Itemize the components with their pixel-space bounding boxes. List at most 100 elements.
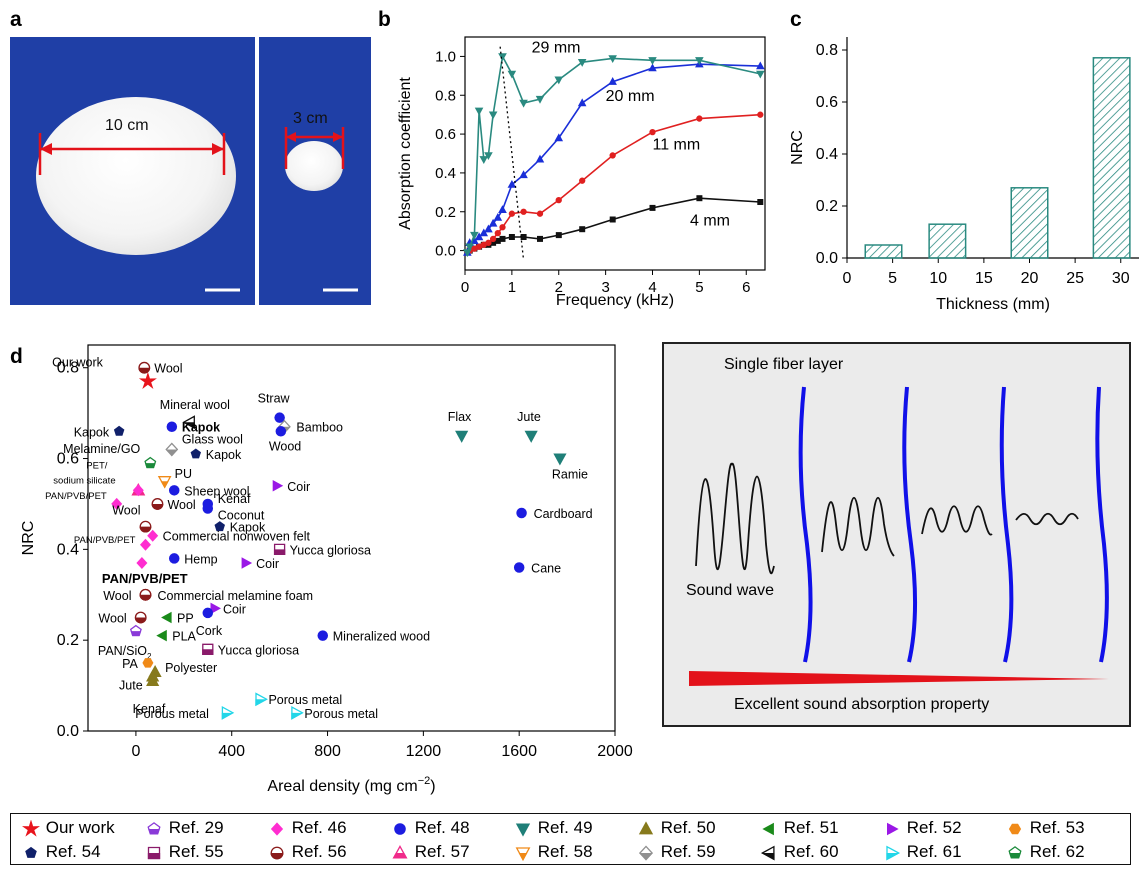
point-label: Cork xyxy=(196,624,223,638)
point-label: PA xyxy=(122,657,138,671)
scatter-point xyxy=(113,425,125,436)
point-label: Wool xyxy=(167,498,195,512)
large-sample-disk xyxy=(36,97,236,255)
plot-frame xyxy=(87,344,616,732)
point-label: Ramie xyxy=(552,468,588,482)
data-point xyxy=(498,53,507,62)
point-label: Wood xyxy=(269,439,301,453)
scatter-point xyxy=(161,611,172,624)
scatter-point xyxy=(134,611,147,624)
data-point xyxy=(649,128,656,136)
data-point xyxy=(488,111,498,120)
data-point xyxy=(499,224,506,231)
fiber-line-1 xyxy=(798,386,813,663)
data-point xyxy=(554,133,564,142)
data-point xyxy=(479,228,489,237)
series-annotation: 29 mm xyxy=(532,40,581,57)
legend-label: Ref. 57 xyxy=(410,842,470,861)
point-label: sodium silicate xyxy=(53,475,115,486)
point-label: PAN/PVB/PET xyxy=(102,571,188,586)
series-annotation: 4 mm xyxy=(690,212,730,229)
legend-label: Ref. 61 xyxy=(902,842,962,861)
point-label: Commercial nonwoven felt xyxy=(163,530,311,544)
x-tick-label: 1600 xyxy=(501,743,537,760)
y-axis-label: NRC xyxy=(789,130,806,165)
large-sample-photo: 10 cm xyxy=(10,37,255,305)
triangle-down-marker-icon xyxy=(515,823,531,837)
legend-item-r60: Ref. 60 xyxy=(759,842,839,862)
scatter-point xyxy=(202,503,214,514)
data-point xyxy=(499,235,506,242)
data-point xyxy=(494,237,501,244)
point-label: Our work xyxy=(52,355,103,369)
y-tick-label: 0.4 xyxy=(816,146,838,163)
point-label: Coconut xyxy=(218,508,265,522)
point-label: Mineralized wood xyxy=(333,630,430,644)
small-sample-disk xyxy=(285,141,343,191)
point-label: Jute xyxy=(517,410,541,424)
data-point xyxy=(498,205,507,213)
scatter-point xyxy=(255,692,268,707)
data-point xyxy=(484,152,493,161)
data-point xyxy=(519,99,528,108)
point-label: PET/ xyxy=(86,460,107,471)
data-point xyxy=(696,115,703,122)
data-point xyxy=(508,210,516,217)
data-point xyxy=(474,107,484,116)
triangle-up-marker-icon xyxy=(638,820,654,834)
legend-item-our: Our work xyxy=(21,818,115,838)
legend-item-r58: Ref. 58 xyxy=(513,842,593,862)
point-label: Sheep wool xyxy=(184,484,249,498)
x-tick-label: 800 xyxy=(314,743,341,760)
sound-wave-medium xyxy=(821,497,895,557)
point-label: Kapok xyxy=(74,425,110,439)
legend-label: Ref. 55 xyxy=(164,842,224,861)
scatter-point xyxy=(273,543,286,556)
point-label: Flax xyxy=(448,410,472,424)
point-label: Jute xyxy=(119,679,143,693)
fiber-line-4 xyxy=(1095,386,1109,663)
series-annotation: 11 mm xyxy=(653,137,701,154)
data-point xyxy=(519,170,528,179)
square-half-marker-icon xyxy=(147,846,161,859)
scatter-point xyxy=(139,520,152,533)
scatter-point xyxy=(129,624,142,637)
panel-letter-b: b xyxy=(378,8,391,31)
legend-item-r57: Ref. 57 xyxy=(390,842,470,862)
scatter-point xyxy=(144,456,157,469)
sound-wave-label: Sound wave xyxy=(686,582,775,599)
point-label: Kapok xyxy=(182,421,220,435)
y-tick-label: 0.0 xyxy=(57,723,79,740)
scatter-point xyxy=(275,426,287,437)
data-point xyxy=(608,55,617,64)
legend-label: Ref. 52 xyxy=(902,818,962,837)
scatter-point xyxy=(274,412,285,423)
schematic-title: Single fiber layer xyxy=(724,356,844,373)
triangle-right-half-marker-icon xyxy=(886,845,900,860)
scatter-point xyxy=(553,453,567,466)
point-label: Yucca gloriosa xyxy=(290,543,371,557)
x-tick-label: 1200 xyxy=(406,743,442,760)
hexagon-marker-icon xyxy=(1008,823,1022,834)
data-point xyxy=(520,208,527,215)
scatter-point xyxy=(202,607,214,619)
legend-label: Ref. 48 xyxy=(410,818,470,837)
x-tick-label: 6 xyxy=(742,279,750,296)
absorption-property-label: Excellent sound absorption property xyxy=(734,696,990,713)
point-label: Wool xyxy=(154,362,182,376)
point-label: Kapok xyxy=(206,448,242,462)
data-point xyxy=(494,229,501,237)
data-point xyxy=(520,234,527,240)
point-label: Wool xyxy=(98,611,126,625)
legend-label: Ref. 50 xyxy=(656,818,716,837)
reference-legend: Our work Ref. 29 Ref. 46 Ref. 48 Ref. 49… xyxy=(10,813,1131,865)
x-axis-label: Thickness (mm) xyxy=(936,296,1050,313)
point-label: Porous metal xyxy=(268,693,342,707)
y-tick-label: 0.6 xyxy=(816,94,838,111)
data-point xyxy=(609,216,616,223)
scatter-point xyxy=(140,538,151,551)
point-label: PAN/SiO2 xyxy=(98,644,152,661)
y-tick-label: 0.4 xyxy=(435,165,456,182)
point-label: Wool xyxy=(112,504,140,518)
data-point xyxy=(554,76,564,85)
